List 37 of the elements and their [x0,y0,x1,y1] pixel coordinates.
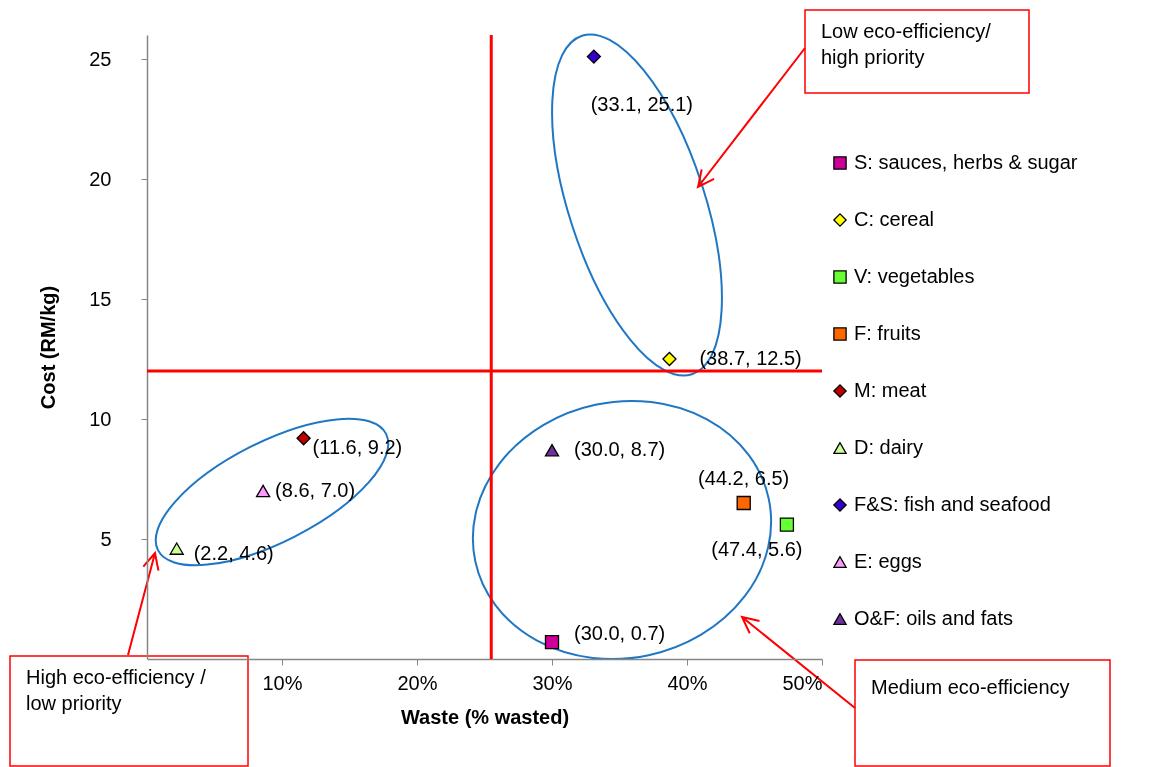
point [586,49,602,64]
point [736,495,751,511]
data-label: (8.6, 7.0) [275,479,356,501]
point [662,351,677,367]
legend-label: F&S: fish and seafood [854,493,1051,515]
legend-label: E: eggs [854,550,922,572]
data-label: (30.0, 8.7) [574,438,666,461]
y-tick-label: 5 [100,527,112,550]
x-tick-label: 10% [262,671,303,694]
legend-label: O&F: oils and fats [854,607,1013,629]
y-axis-title: Cost (RM/kg) [37,285,60,410]
y-tick-label: 20 [89,167,112,190]
y-tick-label: 25 [89,47,112,70]
x-tick-label: 30% [532,671,573,694]
y-tick-label: 10 [89,407,112,430]
annotation: Low eco-efficiency/ high priority [820,19,992,70]
x-tick-label: 20% [397,671,438,694]
data-label: (30.0, 0.7) [574,622,666,645]
point [255,484,271,498]
legend-label: C: cereal [854,208,935,230]
point [544,443,560,457]
data-label: (47.4, 5.6) [711,537,803,560]
x-tick-label: 50% [782,671,823,694]
point [296,431,311,446]
y-tick-label: 15 [89,287,112,310]
legend-label: V: vegetables [854,265,975,287]
point [169,542,184,555]
x-axis-title: Waste (% wasted) [400,705,570,728]
point [779,517,795,532]
text: Medium eco-efficiency [870,675,1071,700]
legend-label: M: meat [854,379,927,401]
legend-label: S: sauces, herbs & sugar [854,151,1078,173]
text: High eco-efficiency / low priority [25,665,207,716]
x-tick-label: 40% [667,671,708,694]
legend-label: F: fruits [854,322,921,344]
legend-label: D: dairy [854,436,923,458]
point [544,635,560,650]
